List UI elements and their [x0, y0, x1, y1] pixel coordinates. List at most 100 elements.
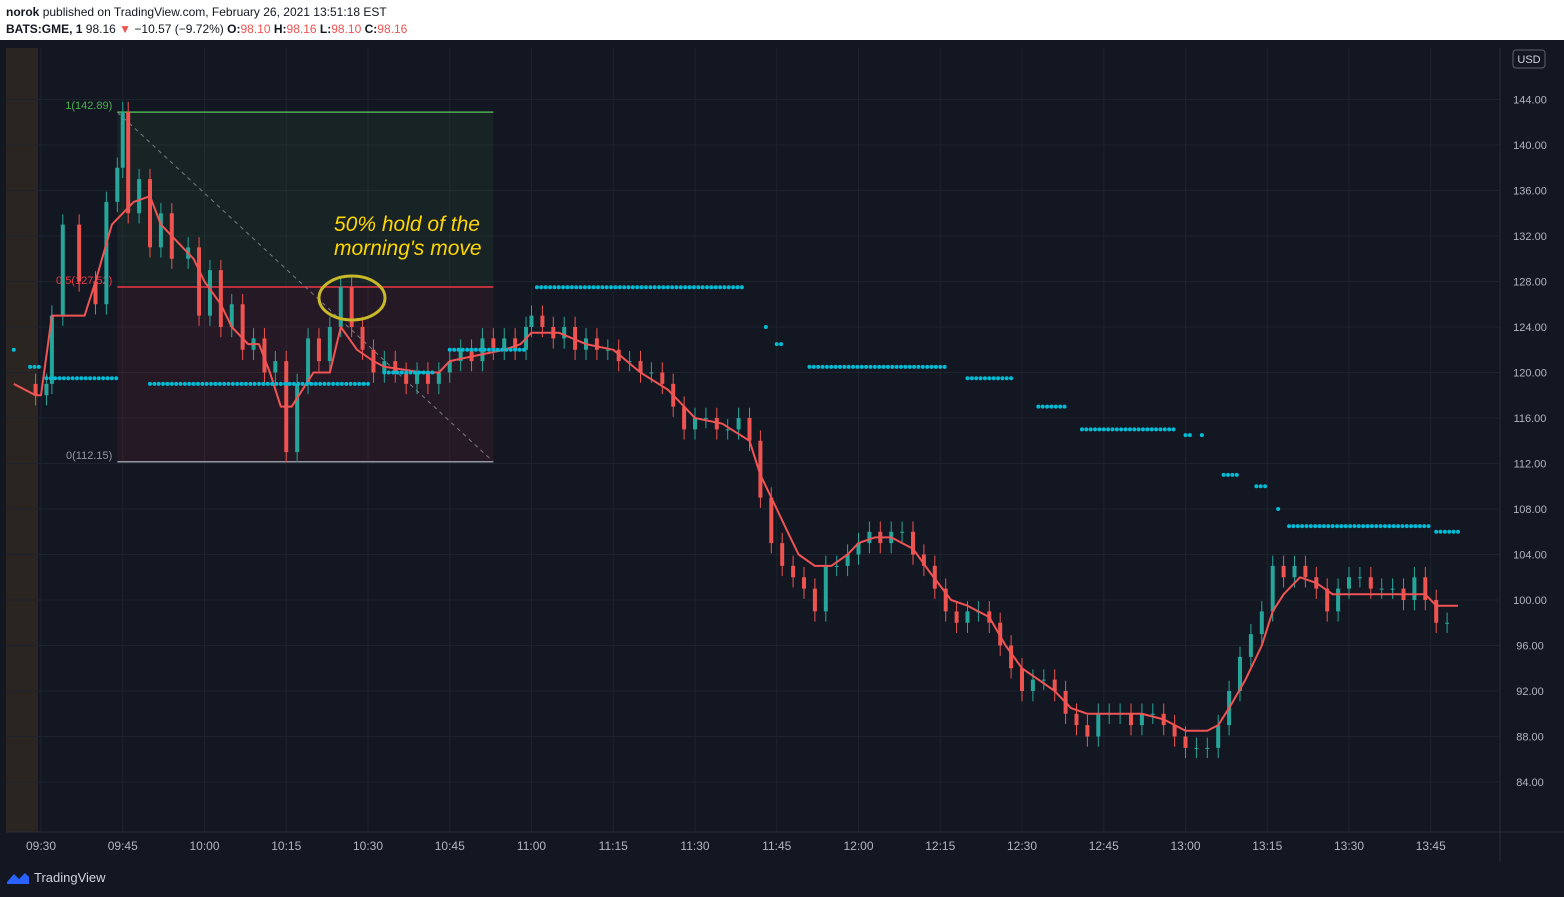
indicator-dot [1321, 524, 1326, 529]
price-chart[interactable]: 1(142.89) 0.5(127.52) 0(112.15) 50% hold o… [0, 40, 1564, 862]
candle-body [529, 315, 534, 327]
indicator-dot [565, 285, 570, 290]
indicator-dot [482, 347, 487, 352]
indicator-dot [495, 347, 500, 352]
tradingview-logo[interactable]: TradingView [6, 870, 106, 885]
dot-indicator [11, 285, 1460, 534]
indicator-dot [657, 285, 662, 290]
symbol-label[interactable]: BATS:GME, 1 [6, 22, 83, 36]
indicator-dot [174, 381, 179, 386]
indicator-dot [283, 381, 288, 386]
indicator-dot [1304, 524, 1309, 529]
price-tick-label: 104.00 [1513, 550, 1547, 562]
candle-body [447, 361, 452, 373]
candle-body [1445, 622, 1450, 624]
author-name[interactable]: norok [6, 5, 40, 19]
indicator-dot [1162, 427, 1167, 432]
low-label: L: [319, 22, 332, 36]
open-value: 98.10 [240, 22, 271, 36]
candle-body [1434, 600, 1439, 623]
currency-badge[interactable]: USD [1512, 49, 1546, 69]
indicator-dot [1053, 404, 1058, 409]
indicator-dot [57, 376, 62, 381]
publish-info: norok published on TradingView.com, Febr… [6, 5, 387, 19]
indicator-dot [366, 381, 370, 386]
candle-body [1412, 577, 1417, 600]
indicator-dot [1045, 404, 1050, 409]
candle-body [627, 361, 632, 363]
indicator-dot [622, 285, 627, 290]
indicator-dot [344, 381, 349, 386]
indicator-dot [1313, 524, 1318, 529]
indicator-dot [574, 285, 579, 290]
indicator-dot [156, 381, 161, 386]
indicator-dot [101, 376, 106, 381]
indicator-dot [543, 285, 548, 290]
low-value: 98.10 [331, 22, 362, 36]
indicator-dot [96, 376, 101, 381]
indicator-dot [408, 370, 413, 375]
indicator-dot [974, 376, 979, 381]
candle-body [327, 327, 332, 362]
indicator-dot [1369, 524, 1374, 529]
high-label: H: [273, 22, 287, 36]
indicator-dot [1413, 524, 1418, 529]
indicator-dot [70, 376, 75, 381]
indicator-dot [833, 364, 838, 369]
candle-body [736, 418, 741, 430]
candle-body [120, 112, 125, 168]
moving-average [13, 195, 1458, 732]
time-axis[interactable]: 09:30 09:45 10:00 10:15 10:30 10:45 11:00 11:15… [26, 839, 1446, 853]
candle-body [306, 338, 311, 384]
price-tick-label: 88.00 [1516, 732, 1544, 744]
indicator-dot [1339, 524, 1344, 529]
indicator-dot [313, 381, 318, 386]
indicator-dot [182, 381, 187, 386]
indicator-dot [191, 381, 196, 386]
candle-body [900, 531, 905, 533]
indicator-dot [291, 381, 296, 386]
candle-body [338, 287, 343, 327]
indicator-dot [1226, 472, 1231, 477]
candle-body [823, 565, 828, 612]
indicator-dot [1093, 427, 1098, 432]
tradingview-brand: TradingView [34, 870, 106, 885]
candle-body [812, 588, 817, 612]
indicator-dot [925, 364, 930, 369]
highlight-ellipse[interactable] [317, 274, 387, 322]
indicator-dot [534, 285, 539, 290]
indicator-dot [11, 347, 16, 352]
candle-body [660, 372, 665, 384]
indicator-dot [674, 285, 679, 290]
indicator-dot [309, 381, 314, 386]
indicator-dot [929, 364, 934, 369]
fib-trend-line[interactable] [116, 111, 494, 463]
fib-retracement[interactable]: 1(142.89) 0.5(127.52) 0(112.15) [56, 100, 494, 463]
indicator-dot [412, 370, 417, 375]
ohlc-legend: BATS:GME, 1 98.16 ▼ −10.57 (−9.72%) O:98… [6, 22, 407, 36]
candle-body [1129, 713, 1133, 726]
indicator-dot [938, 364, 943, 369]
indicator-dot [1149, 427, 1154, 432]
candle-body [573, 327, 578, 350]
indicator-dot [1049, 404, 1054, 409]
indicator-dot [539, 285, 544, 290]
indicator-dot [726, 285, 731, 290]
candle-body [1052, 679, 1057, 691]
indicator-dot [425, 370, 430, 375]
candle-body [856, 543, 861, 555]
indicator-dot [226, 381, 231, 386]
indicator-dot [1084, 427, 1089, 432]
indicator-dot [1330, 524, 1335, 529]
indicator-dot [604, 285, 609, 290]
indicator-dot [222, 381, 227, 386]
candle-body [725, 429, 730, 431]
indicator-dot [1374, 524, 1379, 529]
price-axis[interactable]: 84.00 88.00 92.00 96.00 100.00 104.00 108.00 11… [1513, 95, 1547, 790]
candle-body [469, 349, 474, 362]
candle-body [921, 554, 926, 566]
indicator-dot [217, 381, 222, 386]
candle-body [207, 270, 212, 316]
indicator-dot [1396, 524, 1401, 529]
